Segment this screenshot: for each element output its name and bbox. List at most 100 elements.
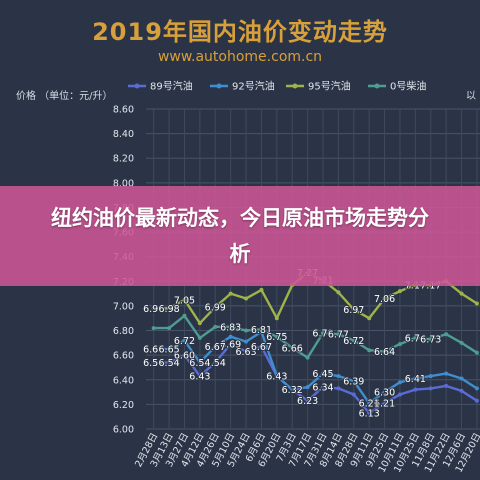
data-label: 6.72 [174, 336, 195, 347]
data-label: 6.99 [205, 303, 226, 314]
x-tick-labels: 2月28日3月13日3月27日4月12日4月26日5月10日5月24日6月6日6… [133, 431, 480, 474]
y-tick-label: 6.00 [113, 425, 134, 436]
data-point [428, 374, 433, 379]
data-point [244, 349, 249, 354]
data-point [259, 287, 264, 292]
data-point [336, 332, 341, 337]
data-point [474, 386, 479, 391]
data-point [182, 297, 187, 302]
data-label: 6.75 [266, 332, 287, 343]
chart-title: 2019年国内油价变动走势 [92, 18, 388, 46]
data-label: 6.67 [251, 342, 272, 353]
data-point [274, 316, 279, 321]
data-label: 6.43 [189, 372, 210, 383]
y-tick-label: 8.40 [113, 129, 134, 140]
data-point [151, 347, 156, 351]
data-point [367, 401, 372, 406]
data-point [397, 392, 402, 397]
data-point [351, 392, 356, 397]
legend-entry: 89号汽油 [150, 80, 193, 93]
data-point [459, 388, 464, 393]
data-point [413, 387, 418, 392]
data-label: 6.81 [251, 325, 272, 336]
legend-marker [292, 83, 298, 89]
data-label: 6.32 [282, 385, 303, 396]
data-label: 6.63 [235, 347, 256, 358]
data-point [228, 334, 233, 339]
data-point [167, 326, 172, 331]
data-label: 6.21 [359, 399, 380, 410]
series-line [153, 314, 478, 359]
data-point [351, 379, 356, 383]
legend-marker [134, 83, 140, 89]
data-label: 6.54 [205, 358, 226, 369]
data-label: 6.21 [374, 399, 395, 410]
y-tick-label: 8.00 [113, 178, 134, 189]
y-axis-label-right: 以 [466, 91, 476, 102]
data-point [336, 374, 341, 379]
series-line [153, 330, 478, 405]
data-point [151, 326, 156, 331]
data-point [259, 327, 264, 332]
series-line [153, 342, 478, 415]
data-point [444, 371, 449, 376]
legend-entry: 0号柴油 [390, 80, 426, 93]
data-label: 6.30 [374, 388, 395, 399]
data-point [351, 307, 356, 312]
legend-entry: 92号汽油 [232, 80, 275, 93]
y-tick-label: 6.60 [113, 351, 134, 362]
legend-marker [374, 83, 380, 89]
data-point [474, 350, 479, 355]
data-label: 6.66 [282, 343, 303, 354]
data-label: 7.06 [374, 294, 395, 305]
data-label: 6.67 [205, 342, 226, 353]
data-point [382, 296, 387, 301]
data-point [382, 401, 387, 406]
data-point [413, 335, 418, 340]
data-label: 6.83 [220, 322, 241, 333]
legend-marker [216, 83, 222, 89]
y-tick-label: 6.80 [113, 326, 134, 337]
data-label: 7.05 [174, 295, 195, 306]
data-point [413, 376, 418, 381]
y-axis-label: 价格 （单位：元/升） [16, 89, 113, 102]
data-point [182, 338, 187, 343]
data-point [428, 386, 433, 391]
data-point [259, 344, 264, 349]
data-point [228, 324, 233, 329]
data-point [244, 328, 249, 333]
data-label: 6.97 [343, 305, 364, 316]
data-point [151, 306, 156, 311]
data-point [213, 305, 218, 310]
data-label: 6.73 [420, 335, 441, 346]
legend-entry: 95号汽油 [308, 80, 351, 93]
data-point [182, 313, 187, 318]
y-tick-label: 8.20 [113, 154, 134, 165]
data-point [367, 348, 372, 353]
data-point [290, 387, 295, 392]
data-point [197, 374, 202, 379]
data-label: 6.13 [359, 409, 380, 420]
y-tick-label: 8.60 [113, 105, 134, 116]
data-label: 6.74 [405, 333, 426, 344]
data-point [290, 345, 295, 350]
data-label: 6.23 [297, 396, 318, 407]
data-point [444, 383, 449, 388]
data-point [397, 380, 402, 385]
data-label: 6.54 [189, 358, 210, 369]
chart-subtitle: www.autohome.com.cn [157, 49, 323, 65]
data-point [336, 386, 341, 391]
overlay-banner-text: 纽约油价最新动态，今日原油市场走势分析 [51, 206, 429, 266]
data-point [397, 289, 402, 294]
data-point [459, 291, 464, 296]
data-point [336, 290, 341, 295]
data-label: 6.34 [312, 383, 333, 394]
legend: 89号汽油 92号汽油 95号汽油 0号柴油 [128, 80, 426, 93]
data-label: 6.39 [343, 377, 364, 388]
data-point [305, 398, 310, 403]
overlay-banner: 纽约油价最新动态，今日原油市场走势分析 [0, 186, 480, 286]
data-label: 6.78 [312, 329, 333, 340]
data-point [182, 353, 187, 358]
data-point [228, 291, 233, 296]
